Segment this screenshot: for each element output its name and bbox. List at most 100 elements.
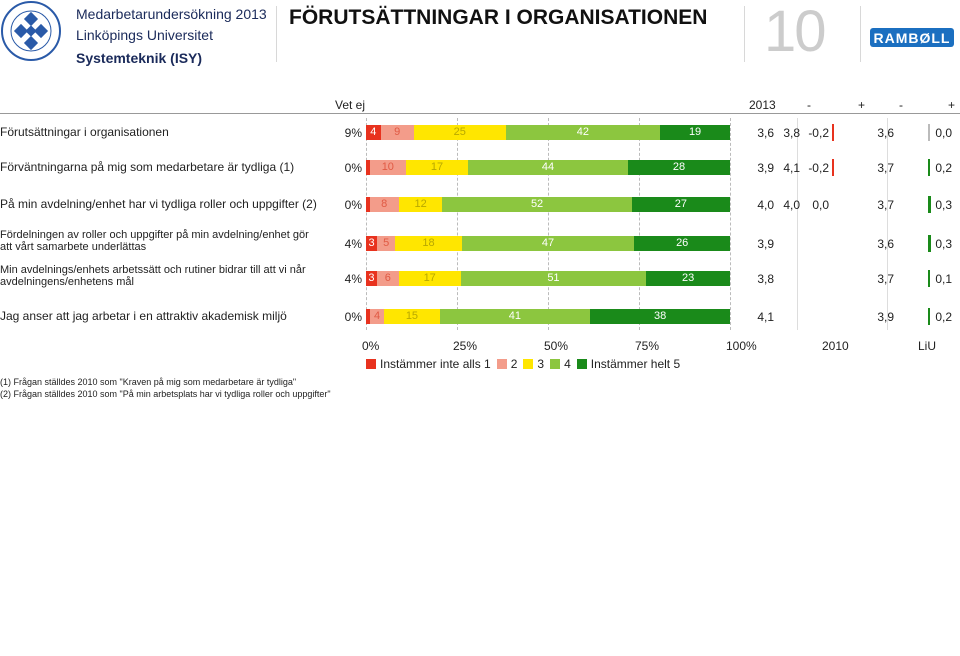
diff-liu: 0,3	[935, 237, 952, 251]
x-tick-label: 0%	[362, 339, 380, 353]
header-divider	[744, 6, 745, 62]
vetej-value: 0%	[344, 161, 362, 175]
diff-bar-2010	[832, 124, 834, 141]
gridline	[730, 118, 731, 330]
vetej-value: 0%	[344, 198, 362, 212]
diff-bar-liu	[928, 270, 930, 287]
bar-segment: 10	[369, 160, 407, 175]
gridline	[457, 118, 458, 330]
legend-swatch	[576, 359, 587, 369]
minus-header-liu: -	[899, 98, 903, 112]
bar-segment: 28	[628, 160, 730, 175]
bar-segment: 52	[442, 197, 632, 212]
legend-label: 4	[564, 357, 571, 371]
mean-liu: 3,7	[877, 272, 894, 286]
header-divider	[860, 6, 861, 62]
row-label: Jag anser att jag arbetar i en attraktiv…	[0, 309, 287, 323]
legend-item-4: 4	[550, 357, 571, 371]
plus-header-liu: +	[948, 98, 956, 112]
row-label: Förväntningarna på mig som medarbetare ä…	[0, 160, 295, 174]
diff-liu: 0,0	[935, 126, 952, 140]
bar-segment: 9	[380, 125, 414, 140]
diff-2010: 0,0	[812, 198, 829, 212]
diff-liu: 0,2	[935, 161, 952, 175]
bar-segment	[366, 160, 370, 175]
plus-header-2010: +	[858, 98, 866, 112]
mean-2013: 3,9	[757, 161, 774, 175]
row-label: På min avdelning/enhet har vi tydliga ro…	[0, 197, 317, 211]
x-tick-label: 75%	[635, 339, 660, 353]
mean-liu: 3,6	[877, 237, 894, 251]
comparison-col-border	[887, 118, 888, 330]
mean-2013: 3,9	[757, 237, 774, 251]
vetej-value: 4%	[344, 272, 362, 286]
chart-legend: Instämmer inte alls 1 2 3 4 Instämmer he…	[366, 357, 680, 371]
university-logo	[0, 0, 62, 62]
bar-segment: 6	[376, 271, 399, 286]
bar-segment: 4	[369, 309, 385, 324]
vetej-value: 9%	[344, 126, 362, 140]
bar-segment	[366, 197, 370, 212]
vetej-value: 4%	[344, 237, 362, 251]
row-label: Förutsättningar i organisationen	[0, 125, 169, 139]
bar-segment	[366, 309, 370, 324]
mean-2013: 3,8	[757, 272, 774, 286]
legend-swatch	[523, 359, 534, 369]
stacked-bar: 3 6 17 51 23	[366, 271, 730, 286]
diff-bar-2010	[832, 159, 834, 176]
mean-2013: 4,1	[757, 310, 774, 324]
legend-label: 2	[510, 357, 518, 371]
bar-segment: 26	[634, 236, 730, 251]
mean-liu: 3,9	[877, 310, 894, 324]
year-header: 2013	[749, 98, 776, 112]
mean-2010: 3,8	[783, 126, 800, 140]
legend-label: Instämmer inte alls 1	[380, 357, 491, 371]
survey-name: Medarbetarundersökning 2013	[76, 6, 267, 22]
legend-swatch	[550, 359, 561, 369]
legend-label: 3	[537, 357, 545, 371]
minus-header-2010: -	[807, 98, 811, 112]
page-title: FÖRUTSÄTTNINGAR I ORGANISATIONEN	[289, 6, 708, 29]
bar-segment: 3	[366, 271, 377, 286]
diff-bar-liu	[928, 196, 931, 213]
bar-segment: 15	[384, 309, 440, 324]
gridline	[548, 118, 549, 330]
comparison-col-border	[797, 118, 798, 330]
bar-segment: 19	[660, 125, 730, 140]
bar-segment: 3	[366, 236, 378, 251]
diff-bar-liu	[928, 124, 930, 141]
vetej-header: Vet ej	[335, 98, 366, 112]
vetej-value: 0%	[344, 310, 362, 324]
row-label: Fördelningen av roller och uppgifter på …	[0, 229, 309, 253]
bar-segment: 5	[377, 236, 396, 251]
department-name: Systemteknik (ISY)	[76, 50, 203, 66]
col-label-liu: LiU	[918, 339, 937, 353]
diff-liu: 0,1	[935, 272, 952, 286]
legend-item-3: 3	[523, 357, 544, 371]
bar-segment: 17	[398, 271, 461, 286]
bar-segment: 44	[467, 160, 629, 175]
row-label: Min avdelnings/enhets arbetssätt och rut…	[0, 264, 306, 288]
header-divider	[276, 6, 277, 62]
stacked-bar: 4 9 25 42 19	[366, 125, 730, 140]
stacked-bar: 3 5 18 47 26	[366, 236, 730, 251]
diff-bar-liu	[928, 159, 930, 176]
col-label-2010: 2010	[822, 339, 849, 353]
mean-2013: 3,6	[757, 126, 774, 140]
diff-bar-liu	[928, 308, 930, 325]
bar-segment: 17	[406, 160, 468, 175]
bar-segment: 4	[366, 125, 381, 140]
legend-swatch	[366, 359, 376, 369]
mean-2010: 4,1	[783, 161, 800, 175]
diff-bar-liu	[928, 235, 931, 252]
bar-segment: 18	[395, 236, 462, 251]
mean-2010: 4,0	[783, 198, 800, 212]
x-tick-label: 100%	[726, 339, 757, 353]
diff-2010: -0,2	[808, 126, 829, 140]
ramboll-logo: RAMBØLL	[870, 28, 954, 47]
bar-segment: 27	[631, 197, 730, 212]
gridline	[639, 118, 640, 330]
stacked-bar: 4 15 41 38	[366, 309, 730, 324]
stacked-bar: 8 12 52 27	[366, 197, 730, 212]
